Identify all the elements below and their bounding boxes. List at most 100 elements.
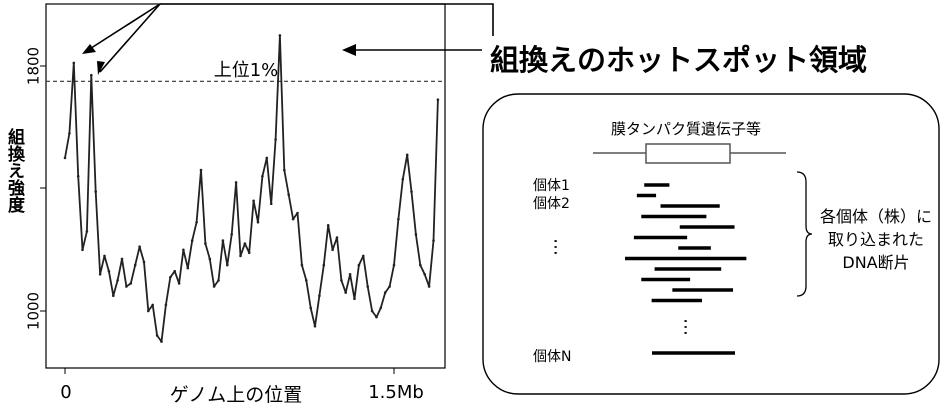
data-point (432, 239, 435, 242)
data-point (353, 297, 356, 301)
data-point (151, 303, 154, 307)
threshold-label: 上位1% (214, 60, 279, 81)
data-point (318, 294, 321, 298)
data-point (221, 239, 225, 242)
data-point (348, 273, 352, 276)
series-group (63, 34, 440, 343)
data-point (296, 211, 299, 215)
gene-label: 膜タンパク質遺伝子等 (611, 120, 761, 138)
data-point (423, 273, 427, 276)
data-point (226, 263, 229, 267)
data-point (217, 279, 220, 282)
data-point (85, 230, 89, 233)
data-point (274, 138, 277, 141)
data-point (116, 279, 119, 282)
data-point (256, 220, 260, 224)
data-point (278, 34, 282, 37)
data-point (383, 291, 387, 294)
x-tick-label-1.5: 1.5Mb (368, 382, 424, 403)
data-point (129, 282, 133, 285)
individual-2-label: 個体2 (533, 196, 570, 212)
data-point (186, 266, 190, 270)
data-point (397, 217, 400, 221)
data-point (331, 248, 334, 252)
gene-box (645, 143, 731, 164)
data-point (90, 73, 93, 77)
data-point (208, 257, 212, 261)
plot-frame (45, 3, 446, 369)
data-point (405, 153, 409, 157)
data-point (199, 168, 203, 172)
data-point (94, 190, 97, 193)
data-point (427, 285, 431, 288)
data-point (155, 334, 159, 337)
arrow-1 (84, 3, 161, 53)
data-point (340, 279, 343, 282)
note-line-3: DNA断片 (842, 253, 909, 272)
fragments-group (625, 183, 747, 303)
data-point (239, 254, 242, 258)
arrowhead-1 (82, 44, 96, 54)
data-point (195, 220, 198, 224)
data-point (72, 61, 76, 65)
data-point (120, 257, 124, 261)
data-point (68, 132, 71, 135)
data-point (133, 263, 137, 267)
hotspot-title: 組換えのホットスポット領域 (490, 43, 867, 77)
leader-line (160, 3, 494, 36)
data-point (291, 217, 295, 221)
brace (796, 171, 813, 297)
data-point (309, 306, 313, 310)
arrowhead-3 (342, 44, 356, 56)
data-point (243, 242, 247, 245)
data-point (138, 245, 141, 248)
individual-1-label: 個体1 (533, 178, 570, 194)
middle-ellipsis: … (680, 318, 701, 336)
data-point (392, 263, 396, 267)
data-point (370, 309, 374, 313)
data-point (173, 269, 176, 273)
data-point (265, 156, 269, 160)
individual-n-label: 個体N (533, 349, 571, 365)
data-point (287, 193, 291, 196)
data-point (234, 181, 238, 184)
data-point (252, 199, 255, 203)
data-point (81, 248, 84, 252)
data-point (177, 282, 181, 285)
data-point (63, 156, 67, 160)
data-point (160, 340, 163, 343)
data-point (300, 263, 304, 267)
data-point (107, 269, 111, 273)
data-point (410, 190, 413, 193)
y-tick-label-1000: 1000 (25, 292, 43, 330)
hotspot-arrows (84, 3, 494, 73)
data-point (357, 263, 361, 267)
data-point (76, 175, 80, 178)
data-point (305, 279, 308, 282)
x-axis-label: ゲノム上の位置 (170, 384, 302, 406)
note-line-2: 取り込まれた (828, 230, 924, 249)
chart: 1800 1000 組換え強度 0 1.5Mb ゲノム上の位置 上位1% (4, 3, 494, 406)
note-line-1: 各個体（株）に (820, 207, 932, 226)
data-point (344, 291, 348, 294)
y-axis-label: 組換え強度 (4, 127, 25, 214)
data-point (112, 294, 115, 298)
data-point (419, 263, 422, 267)
arrowhead-2 (97, 61, 105, 75)
data-point (182, 248, 185, 252)
arrow-2 (99, 3, 161, 73)
data-point (164, 303, 168, 307)
data-point (204, 242, 207, 245)
data-point (414, 233, 418, 236)
data-point (142, 260, 146, 264)
data-point (261, 175, 264, 178)
data-point (326, 224, 330, 227)
data-point (335, 236, 339, 239)
arrow-heads (82, 44, 356, 75)
data-point (322, 263, 326, 267)
data-point (313, 325, 317, 328)
data-point (283, 168, 286, 172)
data-point (401, 178, 405, 181)
diagram-frame (482, 93, 940, 395)
